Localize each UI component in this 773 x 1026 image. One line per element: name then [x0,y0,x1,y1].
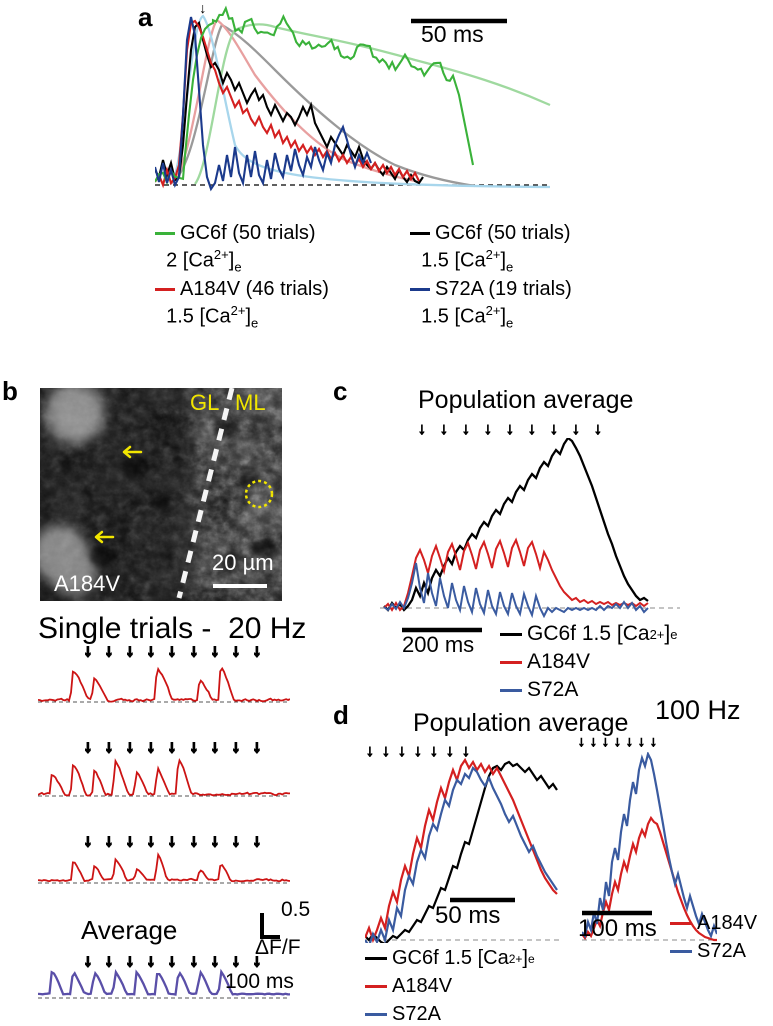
svg-text:20 µm: 20 µm [212,550,274,575]
svg-text:↓: ↓ [602,733,609,749]
svg-text:↓: ↓ [253,643,261,660]
svg-text:↓: ↓ [484,421,492,438]
svg-text:↓: ↓ [590,733,597,749]
svg-text:↓: ↓ [232,643,240,660]
svg-text:↓: ↓ [440,421,448,438]
svg-text:↓: ↓ [418,421,426,438]
svg-text:↓: ↓ [528,421,536,438]
svg-text:↓: ↓ [105,643,113,660]
svg-text:↓: ↓ [578,733,585,749]
svg-text:↓: ↓ [614,733,621,749]
svg-text:↓: ↓ [190,643,198,660]
svg-text:↓: ↓ [638,733,645,749]
svg-text:↓: ↓ [462,421,470,438]
svg-text:50 ms: 50 ms [421,21,484,47]
svg-text:↓: ↓ [147,643,155,660]
svg-text:↓: ↓ [84,643,92,660]
svg-text:↓: ↓ [626,733,633,749]
svg-text:↓: ↓ [550,421,558,438]
svg-text:↓: ↓ [211,643,219,660]
svg-text:↓: ↓ [572,421,580,438]
svg-text:↓: ↓ [650,733,657,749]
svg-text:↓: ↓ [126,643,134,660]
svg-text:ML: ML [235,390,266,415]
svg-text:↓: ↓ [168,643,176,660]
svg-text:↓: ↓ [594,421,602,438]
svg-text:GL: GL [190,390,219,415]
svg-text:↓: ↓ [506,421,514,438]
svg-text:A184V: A184V [54,571,120,596]
